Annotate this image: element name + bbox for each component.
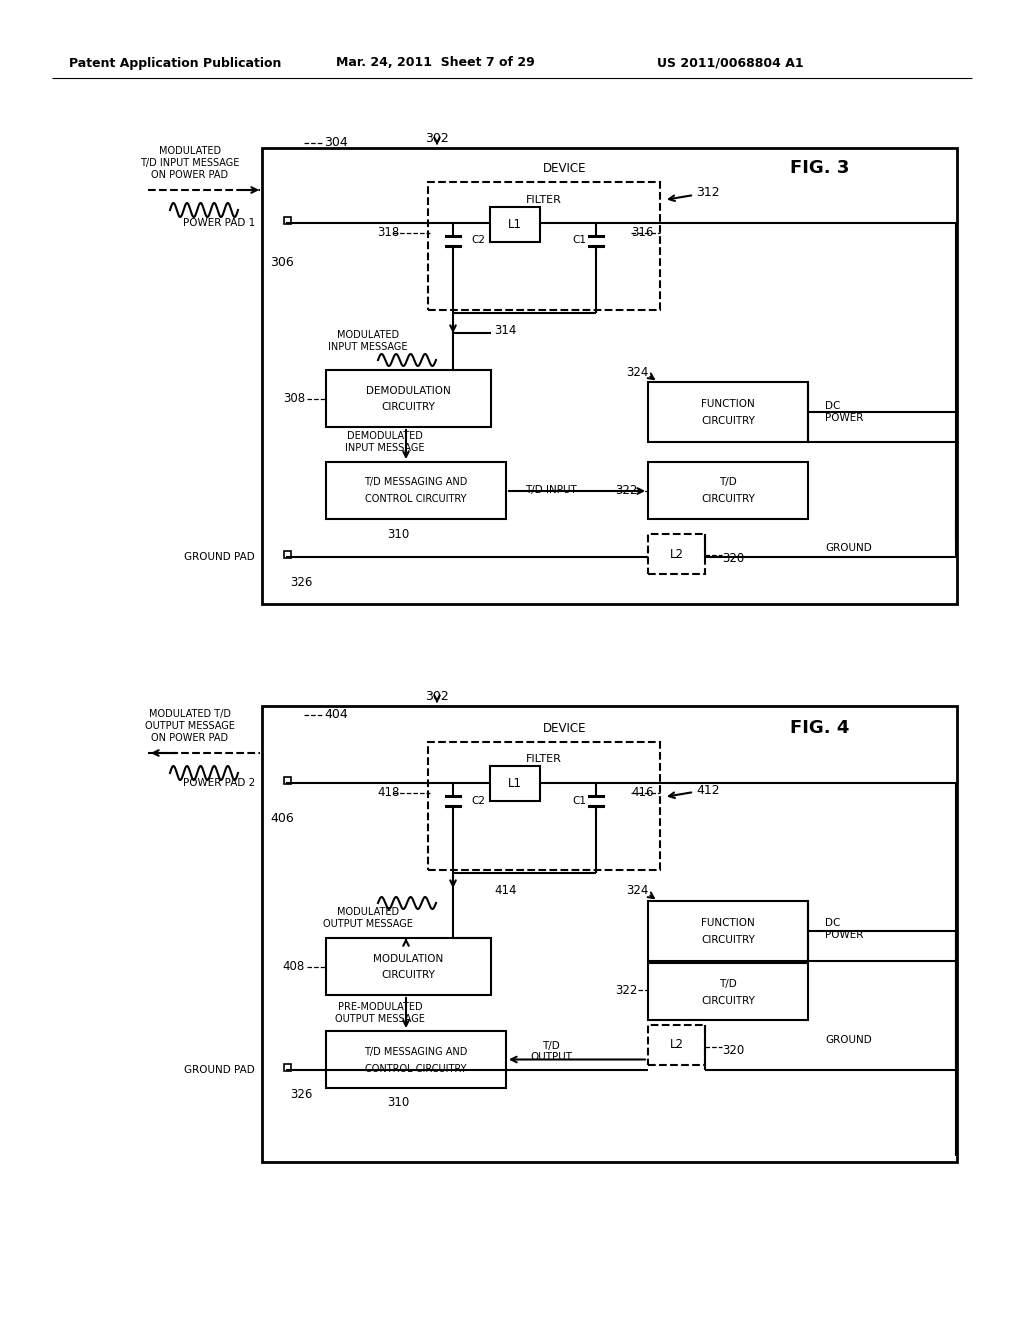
- Text: C2: C2: [471, 796, 485, 807]
- Bar: [326, 462, 506, 519]
- Text: MODULATED
INPUT MESSAGE: MODULATED INPUT MESSAGE: [329, 330, 408, 352]
- Text: FILTER: FILTER: [526, 195, 562, 205]
- Text: CIRCUITRY: CIRCUITRY: [701, 935, 755, 945]
- Text: DEVICE: DEVICE: [544, 161, 587, 174]
- Bar: [648, 964, 808, 1020]
- Bar: [284, 776, 291, 784]
- Text: T/D: T/D: [719, 978, 737, 989]
- Bar: [648, 902, 808, 961]
- Text: US 2011/0068804 A1: US 2011/0068804 A1: [656, 57, 803, 70]
- Text: CIRCUITRY: CIRCUITRY: [382, 403, 435, 412]
- Text: DEMODULATION: DEMODULATION: [367, 385, 451, 396]
- Text: 406: 406: [270, 812, 294, 825]
- Text: CIRCUITRY: CIRCUITRY: [701, 995, 755, 1006]
- Text: POWER PAD 2: POWER PAD 2: [182, 777, 255, 788]
- Text: 302: 302: [425, 689, 449, 702]
- Text: 318: 318: [377, 227, 399, 239]
- Bar: [262, 706, 957, 1162]
- Text: CIRCUITRY: CIRCUITRY: [701, 416, 755, 426]
- Text: 310: 310: [387, 1097, 410, 1110]
- Text: L2: L2: [670, 548, 683, 561]
- Bar: [284, 1064, 291, 1071]
- Bar: [648, 1026, 705, 1065]
- Text: MODULATION: MODULATION: [374, 953, 443, 964]
- Text: POWER PAD 1: POWER PAD 1: [182, 218, 255, 228]
- Text: 314: 314: [494, 325, 516, 338]
- Text: GROUND PAD: GROUND PAD: [184, 552, 255, 562]
- Text: 304: 304: [324, 136, 348, 149]
- Text: T/D: T/D: [719, 478, 737, 487]
- Bar: [326, 370, 490, 426]
- Bar: [428, 742, 660, 870]
- Text: T/D
OUTPUT: T/D OUTPUT: [530, 1040, 572, 1063]
- Text: FUNCTION: FUNCTION: [701, 917, 755, 928]
- Bar: [262, 148, 957, 605]
- Text: CIRCUITRY: CIRCUITRY: [382, 970, 435, 981]
- Text: DEMODULATED
INPUT MESSAGE: DEMODULATED INPUT MESSAGE: [345, 432, 425, 453]
- Text: 326: 326: [290, 1088, 312, 1101]
- Bar: [326, 1031, 506, 1088]
- Bar: [428, 182, 660, 310]
- Text: 306: 306: [270, 256, 294, 268]
- Text: 316: 316: [631, 227, 653, 239]
- Text: MODULATED
T/D INPUT MESSAGE
ON POWER PAD: MODULATED T/D INPUT MESSAGE ON POWER PAD: [140, 147, 240, 180]
- Text: DEVICE: DEVICE: [544, 722, 587, 734]
- Text: T/D INPUT: T/D INPUT: [525, 484, 577, 495]
- Text: 414: 414: [494, 884, 516, 898]
- Text: L1: L1: [508, 777, 522, 789]
- Text: L2: L2: [670, 1039, 683, 1052]
- Text: Mar. 24, 2011  Sheet 7 of 29: Mar. 24, 2011 Sheet 7 of 29: [336, 57, 535, 70]
- Text: Patent Application Publication: Patent Application Publication: [69, 57, 282, 70]
- Text: C1: C1: [572, 235, 586, 246]
- Text: C1: C1: [572, 796, 586, 807]
- Text: L1: L1: [508, 218, 522, 231]
- Text: 324: 324: [626, 884, 648, 898]
- Text: CONTROL CIRCUITRY: CONTROL CIRCUITRY: [366, 495, 467, 504]
- Text: MODULATED T/D
OUTPUT MESSAGE
ON POWER PAD: MODULATED T/D OUTPUT MESSAGE ON POWER PA…: [145, 709, 234, 743]
- Text: GROUND: GROUND: [825, 543, 871, 553]
- Text: 312: 312: [696, 186, 720, 199]
- Text: CIRCUITRY: CIRCUITRY: [701, 495, 755, 504]
- Bar: [648, 381, 808, 442]
- Text: 322: 322: [615, 983, 638, 997]
- Text: 308: 308: [283, 392, 305, 405]
- Text: FIG. 4: FIG. 4: [791, 719, 850, 737]
- Bar: [648, 535, 705, 574]
- Text: FIG. 3: FIG. 3: [791, 158, 850, 177]
- Text: 416: 416: [631, 787, 653, 800]
- Text: T/D MESSAGING AND: T/D MESSAGING AND: [365, 1047, 468, 1056]
- Text: 404: 404: [324, 708, 348, 721]
- Text: 302: 302: [425, 132, 449, 144]
- Text: 324: 324: [626, 366, 648, 379]
- Text: C2: C2: [471, 235, 485, 246]
- Bar: [648, 462, 808, 519]
- Text: DC
POWER: DC POWER: [825, 401, 863, 422]
- Text: MODULATED
OUTPUT MESSAGE: MODULATED OUTPUT MESSAGE: [323, 907, 413, 929]
- Text: CONTROL CIRCUITRY: CONTROL CIRCUITRY: [366, 1064, 467, 1073]
- Text: FUNCTION: FUNCTION: [701, 399, 755, 409]
- Text: 310: 310: [387, 528, 410, 541]
- Text: DC
POWER: DC POWER: [825, 919, 863, 940]
- Text: FILTER: FILTER: [526, 754, 562, 764]
- Text: 322: 322: [615, 484, 638, 498]
- Text: 412: 412: [696, 784, 720, 796]
- Text: T/D MESSAGING AND: T/D MESSAGING AND: [365, 478, 468, 487]
- Bar: [490, 766, 540, 801]
- Bar: [490, 207, 540, 242]
- Bar: [326, 939, 490, 995]
- Bar: [284, 216, 291, 223]
- Text: 320: 320: [722, 1044, 744, 1056]
- Text: 326: 326: [290, 576, 312, 589]
- Text: PRE-MODULATED
OUTPUT MESSAGE: PRE-MODULATED OUTPUT MESSAGE: [335, 1002, 425, 1024]
- Text: 418: 418: [377, 787, 399, 800]
- Text: GROUND PAD: GROUND PAD: [184, 1065, 255, 1074]
- Text: 408: 408: [283, 960, 305, 973]
- Text: 320: 320: [722, 552, 744, 565]
- Text: GROUND: GROUND: [825, 1035, 871, 1045]
- Bar: [284, 550, 291, 557]
